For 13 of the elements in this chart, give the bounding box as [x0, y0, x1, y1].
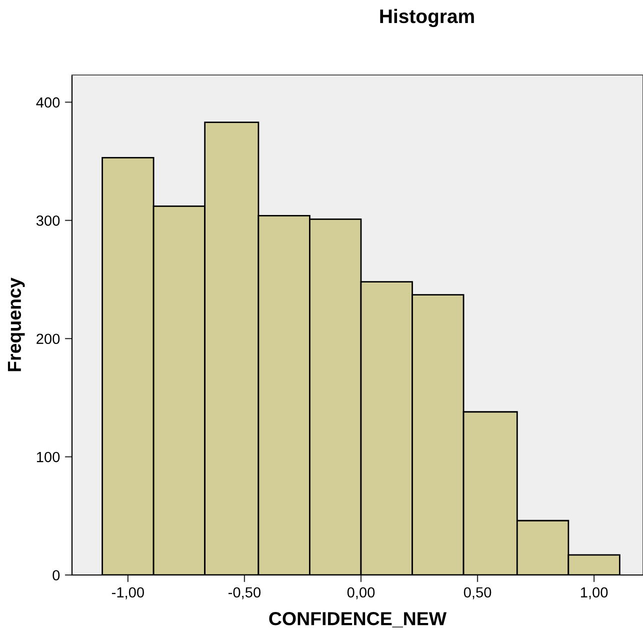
y-tick-label: 100 [36, 452, 60, 462]
chart-title: Histogram [380, 8, 474, 28]
x-tick-label: -0,50 [228, 587, 261, 600]
y-tick-label: 200 [36, 334, 60, 344]
x-tick-label: 1,00 [580, 587, 608, 600]
y-tick-label: 300 [36, 215, 60, 226]
x-tick-label: 0,00 [347, 587, 375, 600]
y-axis-title: Frequency [8, 278, 25, 372]
y-tick-label: 0 [52, 570, 60, 580]
x-axis-title: CONFIDENCE_NEW [269, 612, 447, 628]
x-tick-label: 0,50 [464, 587, 492, 600]
y-tick-label: 400 [36, 97, 60, 108]
x-tick-label: -1,00 [112, 587, 144, 600]
